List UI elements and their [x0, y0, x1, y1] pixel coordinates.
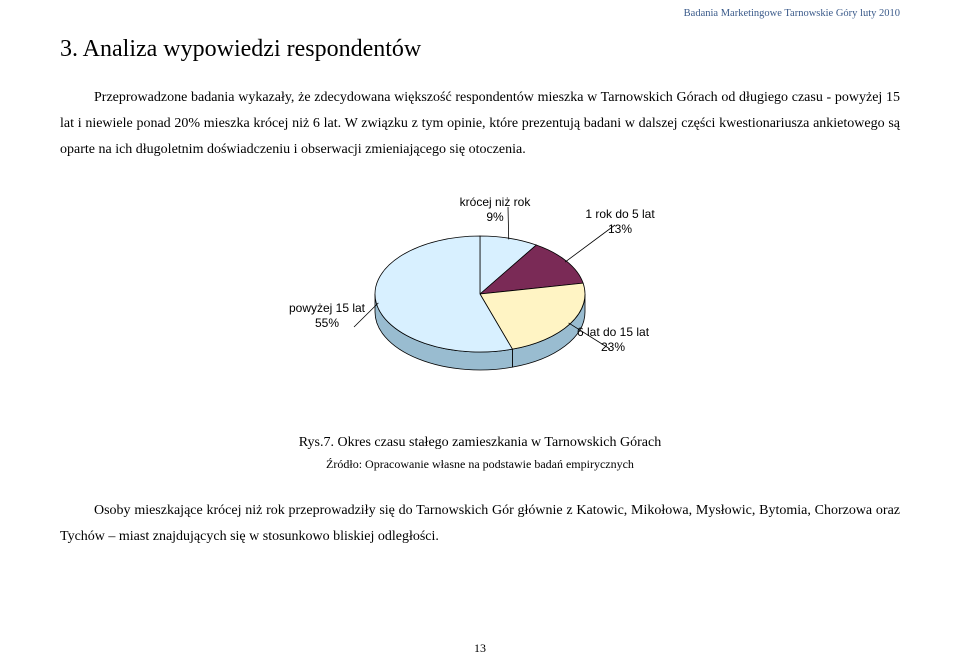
slice-label-2: 6 lat do 15 lat23%: [558, 325, 668, 355]
body-paragraph-2: Osoby mieszkające krócej niż rok przepro…: [60, 498, 900, 550]
pie-chart: krócej niż rok9% 1 rok do 5 lat13% 6 lat…: [60, 189, 900, 409]
page-number: 13: [0, 641, 960, 656]
figure-source: Źródło: Opracowanie własne na podstawie …: [60, 457, 900, 472]
slice-label-0: krócej niż rok9%: [440, 195, 550, 225]
header-note: Badania Marketingowe Tarnowskie Góry lut…: [684, 8, 900, 19]
section-title: 3. Analiza wypowiedzi respondentów: [60, 36, 900, 63]
intro-paragraph: Przeprowadzone badania wykazały, że zdec…: [60, 85, 900, 163]
slice-label-3: powyżej 15 lat55%: [272, 301, 382, 331]
figure-caption: Rys.7. Okres czasu stałego zamieszkania …: [60, 435, 900, 451]
slice-label-1: 1 rok do 5 lat13%: [565, 207, 675, 237]
